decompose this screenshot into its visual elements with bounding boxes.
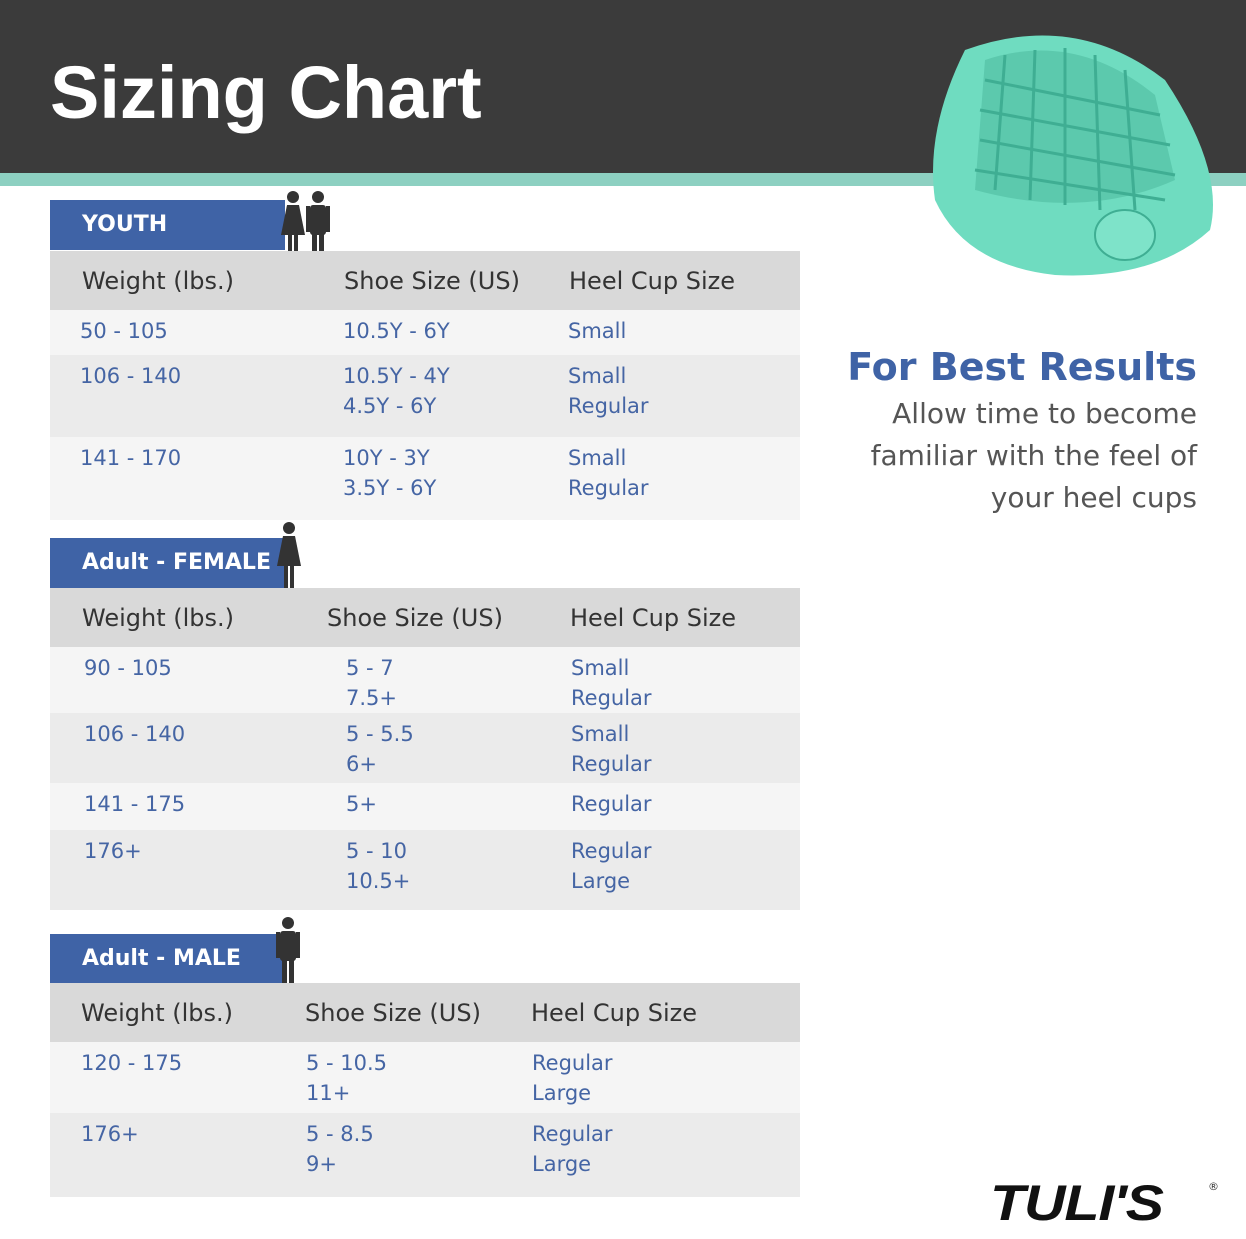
table-cell: Regular [532,1051,613,1075]
table-cell: Regular [568,394,649,418]
table-cell: 141 - 170 [80,446,182,470]
brand-logo: TULI'S [990,1175,1164,1231]
table-cell: 5+ [346,792,377,816]
column-header: Heel Cup Size [569,267,735,295]
table-cell: 10Y - 3Y [343,446,430,470]
column-header: Weight (lbs.) [82,604,235,632]
table-cell: 141 - 175 [84,792,186,816]
table-row [50,310,800,355]
table-cell: 10.5Y - 6Y [343,319,450,343]
table-row [50,1042,800,1113]
table-cell: Small [571,722,630,746]
table-cell: 106 - 140 [80,364,182,388]
table-cell: 5 - 8.5 [306,1122,374,1146]
table-cell: 4.5Y - 6Y [343,394,437,418]
best-results-title: For Best Results [847,345,1197,389]
heel-cup-image [933,35,1213,276]
table-cell: Regular [532,1122,613,1146]
table-cell: Regular [571,686,652,710]
table-cell: Large [532,1152,592,1176]
person-icon [277,522,301,589]
table-cell: 6+ [346,752,377,776]
table-cell: 10.5Y - 4Y [343,364,450,388]
table-cell: Regular [568,476,649,500]
brand-mark: ® [1208,1180,1219,1193]
table-row [50,830,800,910]
table-row [50,647,800,713]
page-title: Sizing Chart [50,51,482,134]
table-row [50,713,800,783]
table-cell: 90 - 105 [84,656,172,680]
table-row [50,355,800,437]
table-cell: 7.5+ [346,686,397,710]
table-cell: Small [568,319,627,343]
table-cell: Large [571,869,631,893]
person-icon [276,917,300,984]
column-header: Shoe Size (US) [327,604,503,632]
table-cell: Large [532,1081,592,1105]
table-cell: 5 - 7 [346,656,394,680]
table-cell: 5 - 10.5 [306,1051,388,1075]
table-cell: 106 - 140 [84,722,186,746]
column-header: Weight (lbs.) [81,999,234,1027]
table-cell: Small [568,446,627,470]
best-results-line: your heel cups [990,481,1197,514]
column-header: Weight (lbs.) [82,267,235,295]
section-tab: YOUTH [50,200,285,250]
table-cell: 10.5+ [346,869,411,893]
section-tab: Adult - FEMALE [50,538,285,588]
table-cell: Regular [571,792,652,816]
table-cell: Regular [571,839,652,863]
table-cell: 3.5Y - 6Y [343,476,437,500]
person-icon [306,191,330,258]
table-cell: 11+ [306,1081,351,1105]
table-cell: Small [568,364,627,388]
table-header-row [50,983,800,1042]
table-cell: 5 - 10 [346,839,408,863]
section-tab: Adult - MALE [50,934,285,984]
table-row [50,783,800,830]
column-header: Heel Cup Size [531,999,697,1027]
table-cell: 176+ [81,1122,139,1146]
best-results-line: Allow time to become [892,397,1197,430]
table-cell: 50 - 105 [80,319,168,343]
column-header: Heel Cup Size [570,604,736,632]
table-row [50,437,800,520]
table-cell: 5 - 5.5 [346,722,414,746]
table-cell: 9+ [306,1152,337,1176]
table-cell: 120 - 175 [81,1051,183,1075]
column-header: Shoe Size (US) [305,999,481,1027]
table-header-row [50,588,800,647]
table-cell: 176+ [84,839,142,863]
table-cell: Regular [571,752,652,776]
table-cell: Small [571,656,630,680]
table-header-row [50,251,800,310]
person-icon [281,191,305,258]
table-row [50,1113,800,1197]
column-header: Shoe Size (US) [344,267,520,295]
best-results-line: familiar with the feel of [870,439,1197,472]
